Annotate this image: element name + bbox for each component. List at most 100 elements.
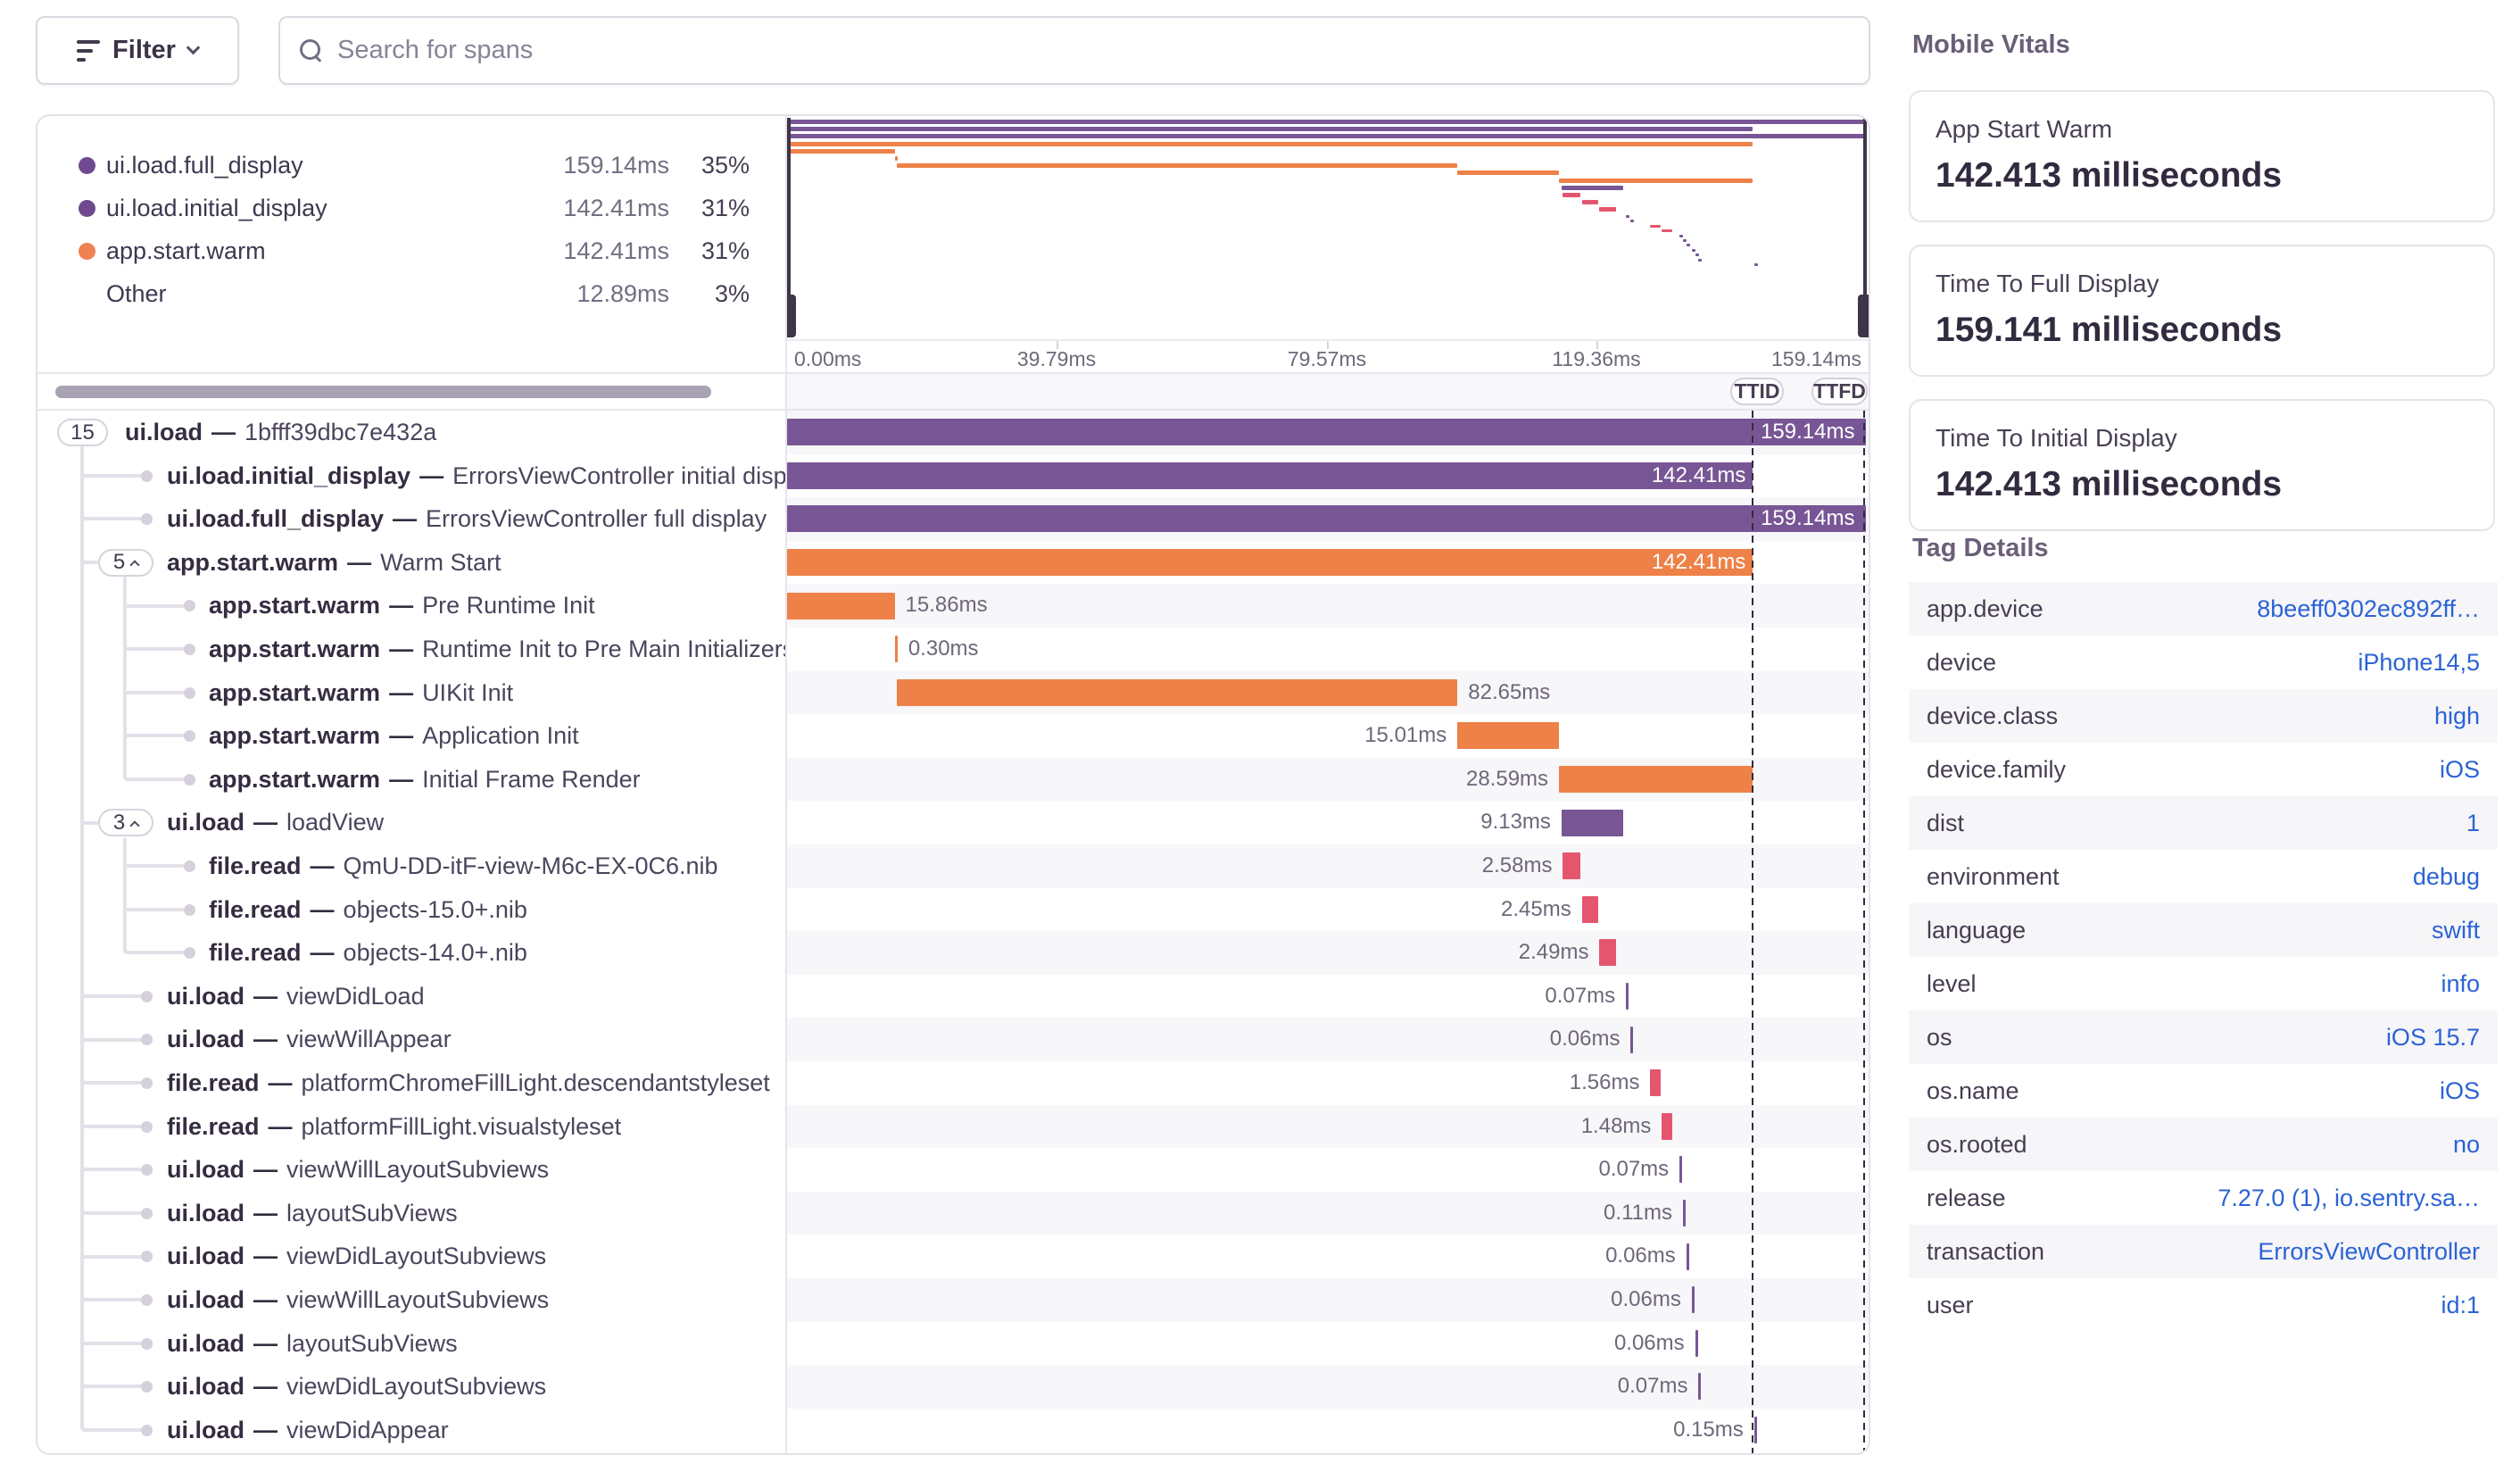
span-tree-row[interactable]: ui.load — layoutSubViews 0.06ms bbox=[37, 1322, 1869, 1366]
span-bar bbox=[787, 549, 1753, 577]
tag-value[interactable]: high bbox=[2433, 702, 2480, 729]
tree-connector bbox=[82, 1428, 145, 1433]
span-op: file.read bbox=[167, 1069, 260, 1096]
expand-pill[interactable]: 15 bbox=[57, 419, 108, 446]
ttfd-button[interactable]: TTFD bbox=[1811, 378, 1868, 405]
span-description: platformFillLight.visualstyleset bbox=[301, 1112, 622, 1140]
tag-value[interactable]: 7.27.0 (1), io.sentry.sa… bbox=[2217, 1184, 2480, 1211]
tree-connector bbox=[125, 864, 187, 869]
tree-node-dot bbox=[141, 1337, 153, 1350]
span-label: ui.load — viewDidLoad bbox=[167, 982, 425, 1010]
tree-node-dot bbox=[184, 644, 195, 655]
expand-pill[interactable]: 3 bbox=[98, 809, 153, 837]
span-tree-row[interactable]: ui.load — viewWillAppear 0.06ms bbox=[37, 1018, 1869, 1061]
span-tree-row[interactable]: ui.load — viewDidAppear 0.15ms bbox=[37, 1409, 1869, 1452]
span-tick bbox=[1686, 1243, 1689, 1270]
minimap-left-handle[interactable] bbox=[787, 118, 791, 337]
tree-cell: ui.load — viewWillLayoutSubviews bbox=[37, 1278, 785, 1322]
span-op: file.read bbox=[209, 852, 302, 879]
span-tree-row[interactable]: file.read — objects-15.0+.nib 2.45ms bbox=[37, 888, 1869, 932]
span-tree-row[interactable]: file.read — objects-14.0+.nib 2.49ms bbox=[37, 931, 1869, 975]
span-tree-row[interactable]: app.start.warm — Application Init 15.01ms bbox=[37, 714, 1869, 758]
tag-value[interactable]: debug bbox=[2412, 862, 2480, 890]
mobile-vitals-heading: Mobile Vitals bbox=[1912, 30, 2070, 59]
minimap-span bbox=[1561, 185, 1624, 190]
tree-connector bbox=[82, 517, 145, 521]
span-tree-row[interactable]: app.start.warm — Pre Runtime Init 15.86ms bbox=[37, 584, 1869, 628]
tag-value[interactable]: swift bbox=[2432, 916, 2480, 944]
tag-row: language swift bbox=[1909, 903, 2498, 957]
span-tree-row[interactable]: app.start.warm — UIKit Init 82.65ms bbox=[37, 670, 1869, 715]
span-label: ui.load — viewWillLayoutSubviews bbox=[167, 1286, 550, 1313]
tag-value[interactable]: iOS bbox=[2439, 1077, 2480, 1104]
span-tree-row[interactable]: app.start.warm — Initial Frame Render 28.59… bbox=[37, 757, 1869, 802]
expand-pill[interactable]: 5 bbox=[98, 548, 153, 577]
tag-value[interactable]: no bbox=[2452, 1130, 2480, 1158]
tag-key: os bbox=[1927, 1023, 1952, 1051]
tag-value[interactable]: 1 bbox=[2466, 809, 2480, 836]
row-stripe bbox=[787, 931, 1869, 975]
filter-button[interactable]: Filter bbox=[36, 16, 239, 85]
tag-value[interactable]: 8beeff0302ec892ff… bbox=[2257, 594, 2480, 622]
tree-node-dot bbox=[141, 1381, 153, 1393]
legend-name: Other bbox=[106, 279, 167, 307]
span-tree-row[interactable]: ui.load — layoutSubViews 0.11ms bbox=[37, 1191, 1869, 1235]
minimap-right-handle-grip[interactable] bbox=[1858, 295, 1869, 337]
minimap[interactable] bbox=[787, 118, 1869, 337]
span-tree-row[interactable]: file.read — platformChromeFillLight.descen… bbox=[37, 1061, 1869, 1105]
span-tree-row[interactable]: ui.load — viewDidLayoutSubviews 0.07ms bbox=[37, 1365, 1869, 1409]
minimap-span bbox=[1563, 193, 1581, 197]
minimap-right-handle[interactable] bbox=[1863, 118, 1867, 337]
minimap-span bbox=[1581, 200, 1599, 205]
search-input[interactable] bbox=[337, 36, 1849, 65]
span-tree-row[interactable]: ui.load.full_display — ErrorsViewControlle… bbox=[37, 497, 1869, 541]
tree-node-dot bbox=[184, 600, 195, 612]
horizontal-scrollbar-thumb[interactable] bbox=[55, 386, 711, 398]
tag-value[interactable]: iOS bbox=[2439, 755, 2480, 783]
span-tree-row[interactable]: file.read — QmU-DD-itF-view-M6c-EX-0C6.nib… bbox=[37, 844, 1869, 888]
tag-value[interactable]: ErrorsViewController bbox=[2258, 1237, 2480, 1265]
minimap-span bbox=[894, 156, 898, 161]
tree-cell: app.start.warm — Initial Frame Render bbox=[37, 758, 785, 802]
span-description: UIKit Init bbox=[422, 678, 514, 706]
minimap-span bbox=[1626, 215, 1630, 218]
tag-value[interactable]: id:1 bbox=[2441, 1291, 2480, 1318]
minimap-span bbox=[1559, 178, 1753, 183]
span-tree-row[interactable]: ui.load — viewWillLayoutSubviews 0.07ms bbox=[37, 1148, 1869, 1192]
chevron-down-icon bbox=[186, 40, 201, 55]
tree-connector bbox=[82, 994, 145, 999]
span-tree-row[interactable]: 5 app.start.warm — Warm Start 142.41ms bbox=[37, 541, 1869, 585]
tree-node-dot bbox=[141, 513, 153, 526]
span-tree-row[interactable]: ui.load — viewDidLoad 0.07ms bbox=[37, 975, 1869, 1019]
span-tree-row[interactable]: ui.load — viewDidLayoutSubviews 0.06ms bbox=[37, 1235, 1869, 1278]
span-tree-row[interactable]: ui.load.initial_display — ErrorsViewContro… bbox=[37, 454, 1869, 498]
tag-value[interactable]: iOS 15.7 bbox=[2385, 1023, 2480, 1051]
minimap-left-handle-grip[interactable] bbox=[787, 295, 796, 337]
span-tick bbox=[1626, 983, 1629, 1010]
span-description: Warm Start bbox=[380, 548, 502, 576]
axis-tick-label: 159.14ms bbox=[1770, 347, 1861, 370]
span-tree-row[interactable]: file.read — platformFillLight.visualstyles… bbox=[37, 1104, 1869, 1149]
span-tree-row[interactable]: app.start.warm — Runtime Init to Pre Main … bbox=[37, 628, 1869, 671]
span-duration-label: 0.06ms bbox=[1611, 1287, 1681, 1311]
span-bar bbox=[1650, 1069, 1662, 1097]
tag-value[interactable]: info bbox=[2441, 969, 2480, 997]
span-tree-row[interactable]: ui.load — viewWillLayoutSubviews 0.06ms bbox=[37, 1278, 1869, 1322]
span-op: app.start.warm bbox=[209, 722, 381, 750]
tag-value[interactable]: iPhone14,5 bbox=[2358, 648, 2480, 676]
span-op: ui.load bbox=[167, 1026, 245, 1053]
tree-cell: app.start.warm — Pre Runtime Init bbox=[37, 584, 785, 628]
tree-trunk bbox=[123, 577, 127, 779]
legend-item: ui.load.initial_display 142.41ms 31% bbox=[37, 187, 783, 229]
tag-row: device iPhone14,5 bbox=[1909, 636, 2498, 689]
tree-connector bbox=[125, 734, 187, 738]
span-tree-row[interactable]: 3 ui.load — loadView 9.13ms bbox=[37, 801, 1869, 844]
ttid-button[interactable]: TTID bbox=[1730, 378, 1784, 405]
span-bar bbox=[787, 592, 895, 619]
span-description: Initial Frame Render bbox=[422, 765, 641, 793]
span-description: ErrorsViewController full display bbox=[426, 505, 767, 533]
tree-node-dot bbox=[141, 1077, 153, 1089]
span-tree-row[interactable]: 15 ui.load —1bfff39dbc7e432a 159.14ms bbox=[37, 411, 1869, 454]
vital-label: Time To Initial Display bbox=[1936, 424, 2177, 452]
tag-key: language bbox=[1927, 916, 2027, 944]
